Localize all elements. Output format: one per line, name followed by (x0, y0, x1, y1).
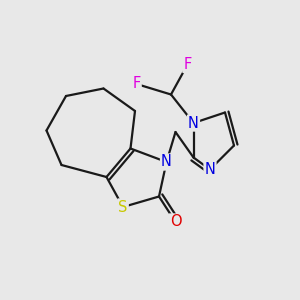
Text: N: N (205, 162, 215, 177)
Text: N: N (161, 154, 172, 169)
Text: O: O (170, 214, 181, 230)
Text: F: F (132, 76, 141, 92)
Text: N: N (188, 116, 199, 130)
Text: S: S (118, 200, 128, 214)
Text: F: F (183, 57, 192, 72)
